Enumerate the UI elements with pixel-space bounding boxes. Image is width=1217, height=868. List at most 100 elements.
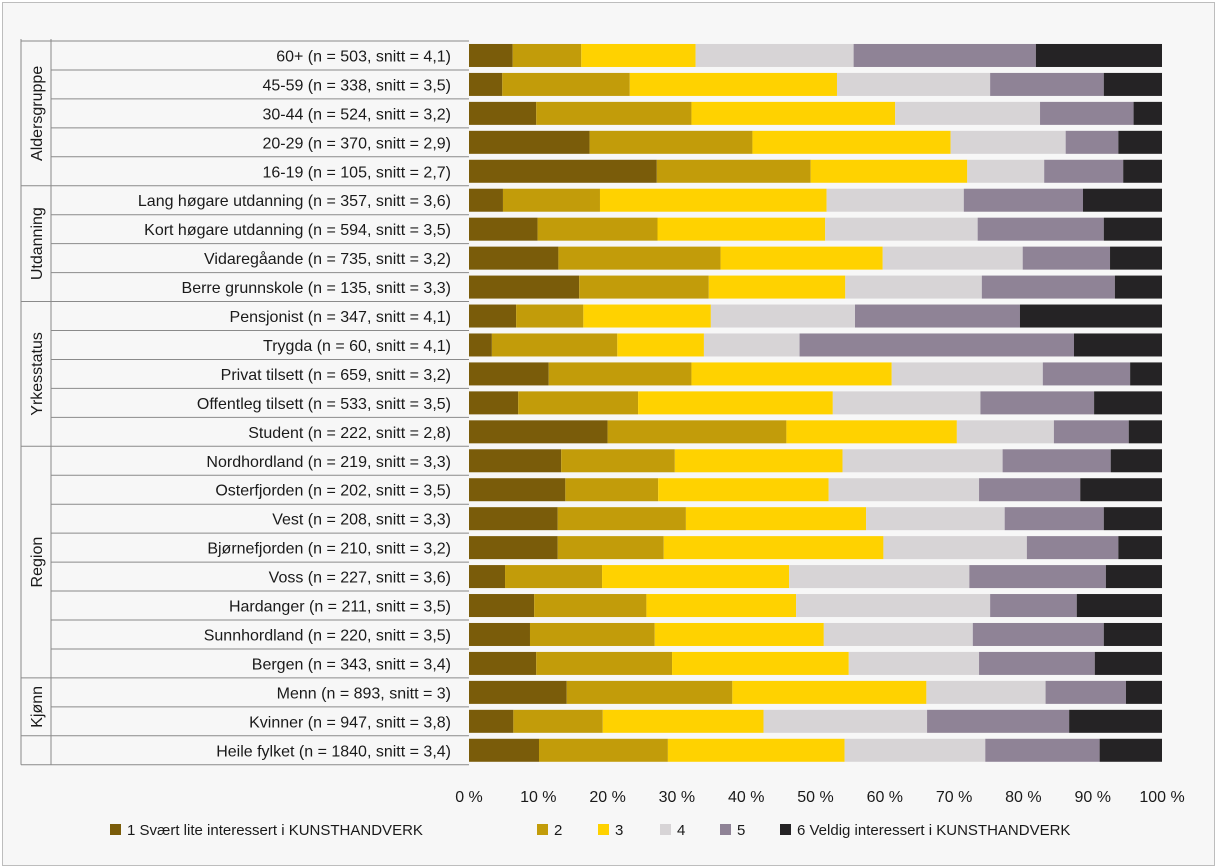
stacked-bar-chart: 60+ (n = 503, snitt = 4,1) 45-59 (n = 338… — [20, 39, 1185, 839]
bar-segment — [667, 738, 845, 762]
bar-segment — [599, 188, 827, 212]
bar-segment — [469, 680, 567, 704]
bar-segment — [536, 101, 692, 125]
bar-segment — [826, 188, 964, 212]
bar-segment — [1114, 275, 1162, 299]
legend-label: 4 — [677, 822, 685, 839]
legend-swatch — [598, 824, 609, 835]
bar-segment — [895, 101, 1041, 125]
legend-swatch — [720, 824, 731, 835]
category-label: 30-44 (n = 524, snitt = 3,2) — [262, 106, 451, 123]
category-label: Menn (n = 893, snitt = 3) — [277, 685, 451, 702]
bar-segment — [646, 594, 797, 618]
bar-segment — [629, 72, 837, 96]
bar-segment — [561, 449, 675, 473]
legend-swatch — [660, 824, 671, 835]
bar-segment — [832, 391, 981, 415]
bar-segment — [537, 217, 658, 241]
group-label: Utdanning — [29, 207, 46, 280]
bar-segment — [799, 333, 1074, 357]
x-tick-label: 0 % — [455, 789, 483, 806]
bar-segment — [638, 391, 833, 415]
bar-segment — [963, 188, 1083, 212]
bar-segment — [516, 304, 584, 328]
bar-segment — [1103, 507, 1162, 531]
category-label: Vest (n = 208, snitt = 3,3) — [272, 512, 451, 529]
bar-segment — [926, 680, 1046, 704]
bar-segment — [1002, 449, 1111, 473]
bar-segment — [1053, 420, 1129, 444]
bar-segment — [969, 565, 1106, 589]
bar-segment — [956, 420, 1054, 444]
bar-segment — [796, 594, 991, 618]
bar-segment — [695, 43, 854, 67]
bar-segment — [691, 101, 896, 125]
bar-segment — [469, 246, 559, 270]
legend-swatch — [537, 824, 548, 835]
bar-segment — [1128, 420, 1162, 444]
bar-segment — [469, 391, 519, 415]
x-tick-label: 60 % — [867, 789, 903, 806]
bar-segment — [828, 478, 980, 502]
legend-label: 5 — [737, 822, 745, 839]
bar-segment — [469, 188, 503, 212]
bar-segment — [607, 420, 787, 444]
bar-segment — [710, 304, 856, 328]
bar-segment — [977, 217, 1104, 241]
bar-segment — [732, 680, 927, 704]
bar-segment — [979, 651, 1095, 675]
bar-segment — [529, 622, 655, 646]
bar-segment — [469, 275, 580, 299]
bar-segment — [469, 217, 538, 241]
group-label: Region — [29, 537, 46, 588]
bar-segment — [1004, 507, 1104, 531]
bar-segment — [842, 449, 1003, 473]
category-label: 16-19 (n = 105, snitt = 2,7) — [262, 164, 451, 181]
category-label: 20-29 (n = 370, snitt = 2,9) — [262, 135, 451, 152]
bar-segment — [1103, 622, 1162, 646]
bar-segment — [1040, 101, 1134, 125]
bar-segment — [1076, 594, 1162, 618]
category-label: Voss (n = 227, snitt = 3,6) — [269, 570, 451, 587]
bar-segment — [469, 565, 506, 589]
x-tick-label: 70 % — [936, 789, 972, 806]
legend-swatch — [780, 824, 791, 835]
bar-segment — [1110, 246, 1162, 270]
bar-segment — [469, 449, 562, 473]
bar-segment — [663, 536, 884, 560]
bar-segment — [566, 680, 733, 704]
bar-segment — [845, 275, 982, 299]
bar-segment — [979, 478, 1081, 502]
category-label: Kvinner (n = 947, snitt = 3,8) — [249, 714, 451, 731]
bar-segment — [981, 275, 1115, 299]
bar-segment — [469, 43, 513, 67]
bar-segment — [1073, 333, 1162, 357]
legend-label: 3 — [615, 822, 623, 839]
x-tick-label: 90 % — [1074, 789, 1110, 806]
bar-segment — [972, 622, 1104, 646]
bar-segment — [658, 478, 829, 502]
x-tick-label: 80 % — [1005, 789, 1041, 806]
bar-segment — [548, 362, 692, 386]
bar-segment — [469, 72, 503, 96]
bar-segment — [656, 159, 811, 183]
bar-segment — [848, 651, 980, 675]
bar-segment — [1035, 43, 1162, 67]
x-tick-label: 100 % — [1139, 789, 1184, 806]
bar-segment — [672, 651, 849, 675]
bar-segment — [844, 738, 986, 762]
category-label: Kort høgare utdanning (n = 594, snitt = … — [144, 222, 451, 239]
bar-segment — [1065, 130, 1119, 154]
bar-segment — [557, 536, 664, 560]
bar-segment — [505, 565, 603, 589]
x-tick-label: 50 % — [797, 789, 833, 806]
bar-segment — [752, 130, 951, 154]
bar-segment — [602, 565, 790, 589]
bar-segment — [1019, 304, 1162, 328]
category-label: Lang høgare utdanning (n = 357, snitt = … — [138, 193, 451, 210]
bar-segment — [1044, 159, 1124, 183]
bar-segment — [469, 333, 492, 357]
bar-segment — [703, 333, 800, 357]
bar-segment — [1103, 217, 1162, 241]
